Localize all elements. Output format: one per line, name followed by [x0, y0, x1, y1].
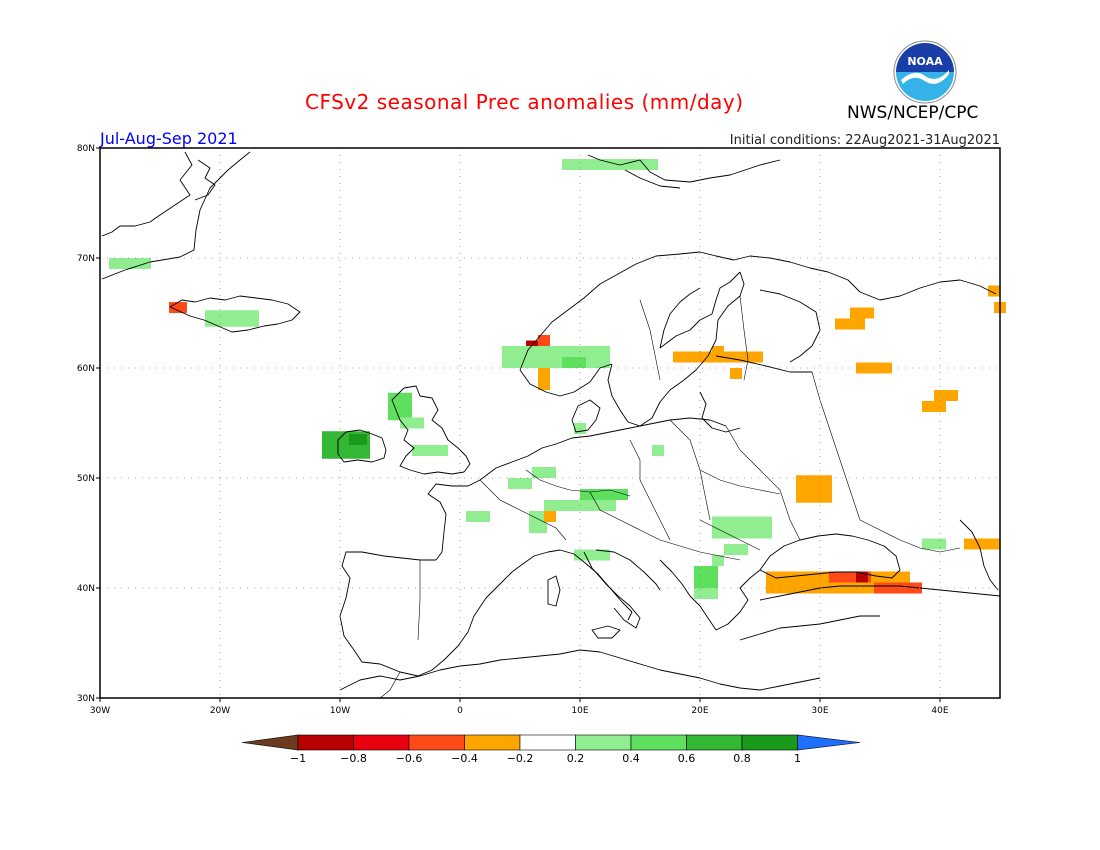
colorbar-tick-label: 0.4 — [622, 752, 640, 765]
lat-tick-labels: 30N 40N 50N 60N 70N 80N — [77, 144, 100, 704]
colorbar-tick-label: 1 — [794, 752, 801, 765]
anomaly-cell — [856, 362, 892, 374]
anomaly-cell — [796, 475, 832, 503]
anomaly-cell — [400, 417, 424, 429]
anomaly-cell — [109, 258, 151, 269]
agency-label: NWS/NCEP/CPC — [847, 103, 979, 123]
noaa-logo: NOAA — [893, 40, 957, 104]
anomaly-cell — [544, 511, 556, 522]
anomaly-cell — [922, 538, 946, 550]
colorbar-lower-arrow — [241, 734, 299, 751]
anomaly-cell — [712, 516, 772, 539]
anomaly-cell — [712, 555, 724, 566]
colorbar-segment — [408, 734, 465, 751]
anomaly-cell — [934, 390, 958, 401]
anomaly-cell — [508, 478, 532, 489]
colorbar-segment — [464, 734, 521, 751]
anomaly-cell — [538, 335, 550, 346]
colorbar-segment — [297, 734, 354, 751]
anomaly-cell — [532, 467, 556, 478]
colorbar-tick-label: −1 — [290, 752, 306, 765]
anomaly-cell — [712, 346, 724, 357]
colorbar-segment — [741, 734, 798, 751]
noaa-logo-text: NOAA — [907, 55, 943, 68]
colorbar-tick-label: −0.2 — [507, 752, 534, 765]
colorbar-tick-label: 0.8 — [733, 752, 751, 765]
anomaly-cell — [835, 318, 865, 330]
colorbar-upper-arrow — [797, 734, 861, 751]
lat-tick-label: 50N — [77, 474, 95, 484]
anomaly-cell — [412, 445, 448, 456]
map-frame — [99, 147, 1001, 699]
colorbar-tick-label: −0.4 — [451, 752, 478, 765]
colorbar-segment — [686, 734, 743, 751]
anomaly-cell — [829, 571, 871, 583]
lon-tick-label: 20W — [210, 706, 230, 716]
colorbar-tick-label: −0.6 — [396, 752, 423, 765]
colorbar-segment — [353, 734, 410, 751]
anomaly-cell — [562, 159, 658, 170]
anomaly-cell — [856, 571, 868, 583]
anomaly-cell — [922, 401, 946, 412]
lat-tick-label: 70N — [77, 254, 95, 264]
anomaly-cell — [538, 379, 550, 390]
colorbar-segment — [575, 734, 632, 751]
lon-tick-label: 10W — [330, 706, 350, 716]
anomaly-cell — [538, 365, 550, 382]
anomaly-cell — [562, 357, 586, 368]
colorbar-tick-label: 0.6 — [678, 752, 696, 765]
anomaly-cell — [574, 549, 610, 561]
anomaly-cell — [502, 346, 610, 368]
grid-lines — [100, 148, 1000, 698]
anomaly-cell — [694, 588, 718, 599]
lat-tick-label: 40N — [77, 584, 95, 594]
lon-tick-label: 0 — [457, 706, 463, 716]
lon-tick-label: 30W — [90, 706, 110, 716]
lon-tick-labels: 30W 20W 10W 0 10E 20E 30E 40E — [90, 698, 949, 716]
colorbar-tick-label: 0.2 — [567, 752, 585, 765]
lat-tick-label: 30N — [77, 694, 95, 704]
anomaly-cell — [388, 392, 412, 421]
lon-tick-label: 40E — [931, 706, 948, 716]
anomaly-cell — [580, 489, 628, 500]
coastlines — [101, 151, 1001, 691]
country-borders — [379, 295, 961, 699]
anomaly-layer — [109, 159, 1006, 599]
initial-conditions-label: Initial conditions: 22Aug2021-31Aug2021 — [729, 133, 1000, 148]
lat-tick-label: 60N — [77, 364, 95, 374]
period-label: Jul-Aug-Sep 2021 — [100, 129, 238, 148]
chart-title: CFSv2 seasonal Prec anomalies (mm/day) — [305, 90, 744, 114]
anomaly-cell — [724, 544, 748, 555]
lat-tick-label: 80N — [77, 144, 95, 154]
colorbar: −1 −0.8 −0.6 −0.4 −0.2 0.2 0.4 0.6 0.8 1 — [241, 734, 861, 765]
anomaly-cell — [850, 307, 874, 319]
anomaly-cell — [169, 302, 187, 313]
anomaly-cell — [349, 434, 367, 445]
anomaly-cell — [466, 511, 490, 522]
anomaly-cell — [964, 538, 1000, 550]
lon-tick-label: 20E — [691, 706, 708, 716]
anomaly-cell — [730, 368, 742, 379]
colorbar-segment — [519, 734, 576, 751]
colorbar-tick-label: −0.8 — [340, 752, 367, 765]
anomaly-cell — [205, 310, 259, 327]
lon-tick-label: 10E — [571, 706, 588, 716]
lon-tick-label: 30E — [811, 706, 828, 716]
anomaly-cell — [988, 285, 1000, 297]
anomaly-cell — [652, 445, 664, 456]
anomaly-cell — [694, 566, 718, 588]
colorbar-segment — [630, 734, 687, 751]
